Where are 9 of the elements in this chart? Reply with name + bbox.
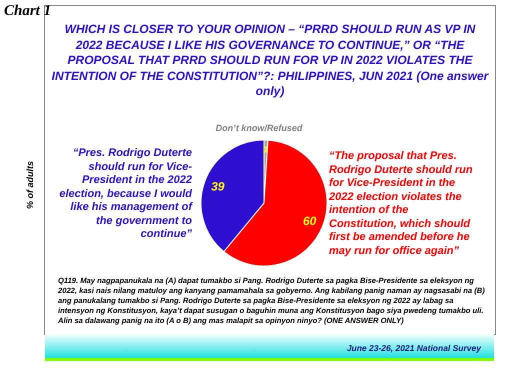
text: June 23-26, 2021 National Survey (346, 343, 481, 353)
slice-label: Don’t know/Refused (214, 122, 304, 135)
data-label: 39 (211, 179, 225, 194)
text: % of adults (25, 160, 35, 212)
data-label: 60 (303, 214, 317, 228)
slice-label: “The proposal that Pres. Rodrigo Duterte should run for Vice-President in the 2022 election violates the intention of the Constitution, which should first be amended before he may run for office again” (329, 150, 474, 258)
caption: Chart 1 (4, 3, 52, 20)
chart-title: WHICH IS CLOSER TO YOUR OPINION – “PRRD SHOULD RUN AS VP IN 2022 BECAUSE I LIKE HIS GOVERNANCE TO CONTINUE,” OR “THE PROPOSAL THAT PRRD SHOULD RUN FOR VP IN 2022 VIOLATES THE INTENTION OF THE CONSTITUTION”?: PHILIPPINES, JUN 2021 (One answer only) (50, 22, 490, 100)
slice-label: “Pres. Rodrigo Duterte should run for Vice-President in the 2022 election, because I would like his management of the government to continue” (58, 147, 192, 242)
